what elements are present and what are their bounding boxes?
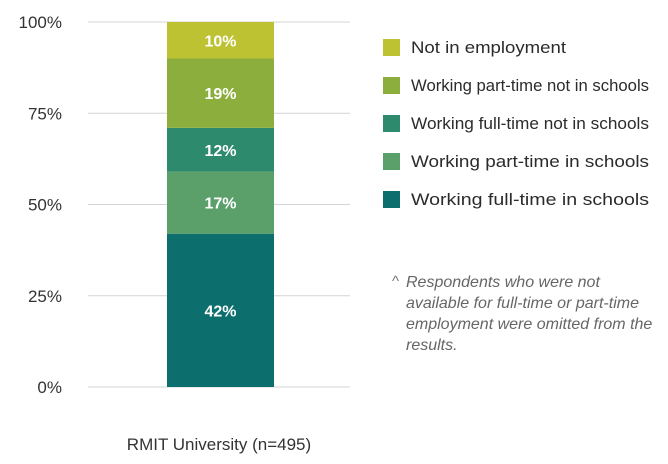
legend: Not in employment Working part-time not i… <box>383 38 649 209</box>
y-axis-tick-labels: 0% 25% 50% 75% 100% <box>19 13 62 397</box>
data-label: 10% <box>204 33 236 50</box>
x-axis-category-label: RMIT University (n=495) <box>127 435 311 454</box>
bar-segment <box>167 58 274 128</box>
legend-swatch <box>383 39 400 56</box>
footnote-text: Respondents who were not available for f… <box>406 274 653 354</box>
bar-segment <box>167 233 274 387</box>
bar-segment <box>167 171 274 234</box>
data-label: 12% <box>204 143 236 160</box>
y-tick-label: 0% <box>37 378 62 397</box>
data-labels: 42% 17% 12% 19% 10% <box>204 33 236 320</box>
legend-label: Working full-time in schools <box>411 190 649 209</box>
legend-swatch <box>383 153 400 170</box>
bar-segment <box>167 22 274 59</box>
legend-swatch <box>383 77 400 94</box>
data-label: 17% <box>204 196 236 213</box>
y-tick-label: 25% <box>28 287 62 306</box>
y-tick-label: 50% <box>28 196 62 215</box>
legend-label: Not in employment <box>411 38 566 57</box>
footnote: ^ Respondents who were not available for… <box>392 272 662 356</box>
y-tick-label: 75% <box>28 104 62 123</box>
data-label: 42% <box>204 303 236 320</box>
legend-label: Working full-time not in schools <box>411 114 649 133</box>
stacked-bar <box>167 22 274 387</box>
legend-label: Working part-time in schools <box>411 152 649 171</box>
data-label: 19% <box>204 86 236 103</box>
legend-label: Working part-time not in schools <box>411 76 649 95</box>
legend-swatch <box>383 115 400 132</box>
bar-segment <box>167 127 274 172</box>
footnote-marker: ^ <box>392 273 400 290</box>
y-tick-label: 100% <box>19 13 62 32</box>
legend-swatch <box>383 191 400 208</box>
